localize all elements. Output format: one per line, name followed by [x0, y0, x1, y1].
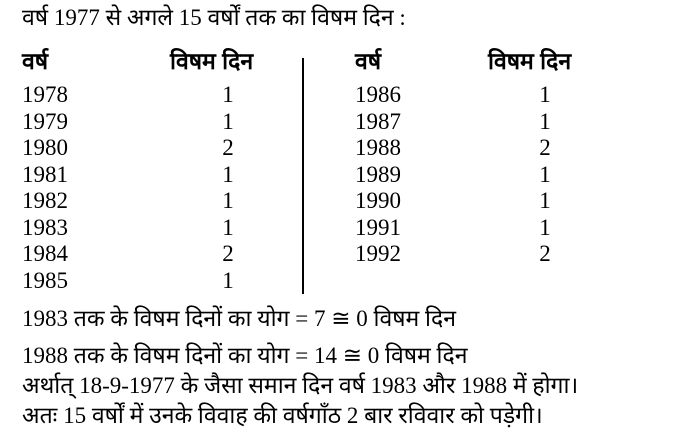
table-year: 1989: [355, 161, 401, 187]
table-year: 1992: [355, 241, 401, 266]
table-year: 1980: [22, 135, 68, 160]
table-year: 1984: [22, 241, 68, 266]
left-header-odd-days: विषम दिन: [170, 48, 254, 74]
table-year: 1991: [355, 214, 401, 240]
table-odd-days: 1: [539, 161, 551, 187]
table-odd-days: 1: [539, 82, 551, 107]
table-year: 1986: [355, 82, 401, 107]
right-header-odd-days: विषम दिन: [488, 48, 572, 74]
table-odd-days: 2: [539, 135, 551, 160]
table-year: 1988: [355, 135, 401, 160]
table-odd-days: 2: [222, 241, 234, 266]
left-header-year: वर्ष: [22, 48, 49, 74]
table-odd-days: 1: [539, 188, 551, 213]
summary-line: अर्थात् 18-9-1977 के जैसा समान दिन वर्ष …: [22, 373, 579, 398]
table-year: 1985: [22, 267, 68, 293]
summary-line: 1988 तक के विषम दिनों का योग = 14 ≅ 0 वि…: [22, 343, 468, 368]
table-odd-days: 1: [222, 214, 234, 240]
table-odd-days: 1: [222, 82, 234, 107]
right-header-year: वर्ष: [355, 48, 382, 74]
table-odd-days: 2: [539, 241, 551, 266]
table-odd-days: 1: [222, 188, 234, 213]
table-odd-days: 1: [222, 108, 234, 134]
table-odd-days: 1: [539, 214, 551, 240]
table-year: 1979: [22, 108, 68, 134]
table-odd-days: 2: [222, 135, 234, 160]
table-year: 1982: [22, 188, 68, 213]
summary-line: अतः 15 वर्षों में उनके विवाह की वर्षगाँठ…: [22, 403, 543, 428]
table-odd-days: 1: [539, 108, 551, 134]
table-divider: [302, 58, 304, 294]
table-odd-days: 1: [222, 161, 234, 187]
table-year: 1981: [22, 161, 68, 187]
summary-line: 1983 तक के विषम दिनों का योग = 7 ≅ 0 विष…: [22, 306, 456, 331]
table-year: 1983: [22, 214, 68, 240]
table-year: 1987: [355, 108, 401, 134]
table-year: 1990: [355, 188, 401, 213]
table-year: 1978: [22, 82, 68, 107]
intro-text: वर्ष 1977 से अगले 15 वर्षों तक का विषम द…: [22, 5, 406, 30]
table-odd-days: 1: [222, 267, 234, 293]
